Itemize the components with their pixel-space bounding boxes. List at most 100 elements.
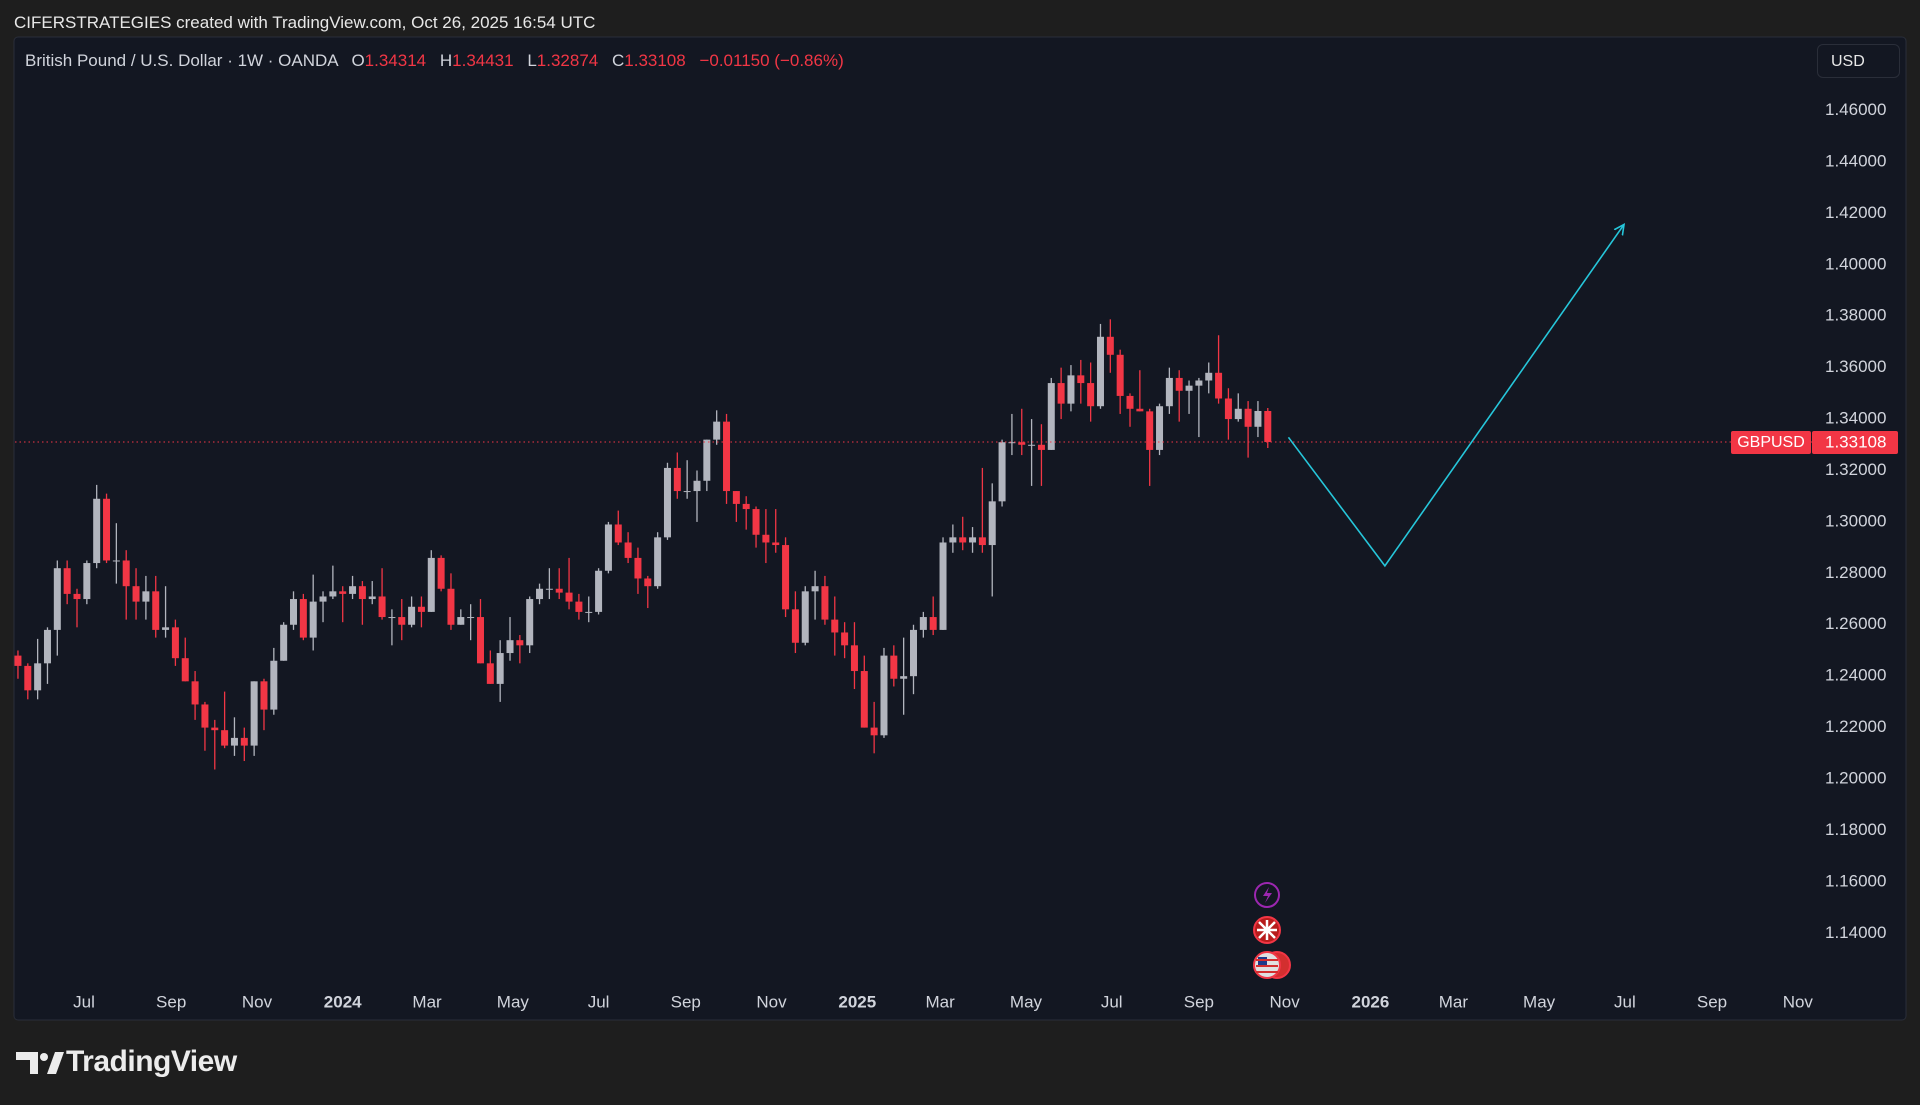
- candle-body: [122, 560, 130, 587]
- candle-body: [408, 606, 416, 625]
- candle-body: [949, 537, 957, 543]
- ticker-tag: [1731, 431, 1811, 455]
- candle-body: [299, 599, 307, 638]
- candle-body: [545, 588, 553, 590]
- y-tick-label: 1.26000: [1825, 614, 1886, 633]
- candle-body: [398, 617, 406, 625]
- candle-body: [860, 671, 868, 728]
- x-tick-label: Sep: [1697, 992, 1727, 1011]
- event-icons: [1253, 882, 1291, 979]
- ticker-label: GBPUSD: [1737, 434, 1805, 451]
- x-tick-label: 2025: [838, 992, 876, 1011]
- y-tick-label: 1.18000: [1825, 820, 1886, 839]
- x-tick-label: 2026: [1352, 992, 1390, 1011]
- candle-body: [821, 586, 829, 620]
- candle-body: [841, 632, 849, 646]
- candle-body: [634, 557, 642, 579]
- x-tick-label: Jul: [1614, 992, 1636, 1011]
- x-tick-label: Sep: [671, 992, 701, 1011]
- x-tick-label: Sep: [1184, 992, 1214, 1011]
- candle-body: [703, 439, 711, 481]
- candle-body: [624, 542, 632, 558]
- x-tick-label: 2024: [324, 992, 362, 1011]
- candle-body: [34, 663, 42, 691]
- candle-body: [191, 681, 199, 705]
- candle-body: [1087, 383, 1095, 407]
- candle-body: [506, 640, 514, 654]
- y-tick-label: 1.20000: [1825, 769, 1886, 788]
- candle-body: [772, 542, 780, 546]
- candle-body: [280, 624, 288, 661]
- y-tick-label: 1.34000: [1825, 409, 1886, 428]
- candle-body: [801, 591, 809, 643]
- candle-body: [1077, 375, 1085, 384]
- candle-body: [63, 568, 71, 594]
- ohlc-value: 1.33108: [624, 51, 686, 70]
- y-tick-label: 1.46000: [1825, 100, 1886, 119]
- candle-body: [614, 524, 622, 543]
- candle-body: [742, 503, 750, 510]
- candle-body: [103, 498, 111, 561]
- candle-body: [14, 655, 22, 666]
- candle-body: [1057, 383, 1065, 404]
- ohlc-letter: H: [439, 51, 453, 70]
- candle-body: [230, 737, 238, 746]
- candle-body: [959, 537, 967, 543]
- candle-body: [663, 467, 671, 538]
- candle-body: [1224, 398, 1232, 420]
- symbol: British Pound / U.S. Dollar · 1W · OANDA: [25, 51, 338, 70]
- candle-body: [496, 653, 504, 684]
- candle-body: [162, 627, 170, 630]
- candle-body: [575, 601, 583, 612]
- candle-body: [693, 480, 701, 492]
- candle-body: [447, 588, 455, 625]
- candle-body: [1215, 372, 1223, 399]
- currency-button[interactable]: USD: [1817, 44, 1900, 78]
- candle-body: [850, 645, 858, 672]
- candle-body: [1037, 444, 1045, 450]
- x-tick-label: Nov: [242, 992, 273, 1011]
- x-tick-label: May: [497, 992, 530, 1011]
- candle-body: [142, 591, 150, 602]
- candle-body: [1264, 410, 1272, 443]
- candle-body: [516, 640, 524, 646]
- candle-body: [1146, 411, 1154, 450]
- candle-body: [93, 498, 101, 564]
- candle-body: [880, 655, 888, 736]
- candle-body: [290, 599, 298, 625]
- candle-body: [388, 617, 396, 619]
- candle-body: [1244, 408, 1252, 427]
- x-tick-label: Mar: [1439, 992, 1469, 1011]
- y-tick-label: 1.24000: [1825, 666, 1886, 685]
- candle-body: [762, 534, 770, 543]
- candle-body: [1254, 410, 1262, 427]
- candle-body: [329, 591, 337, 597]
- candle-body: [1136, 408, 1144, 412]
- ohlc-value: 1.32874: [536, 51, 599, 70]
- candle-body: [309, 601, 317, 638]
- candle-body: [831, 619, 839, 633]
- candle-body: [919, 617, 927, 630]
- y-tick-label: 1.32000: [1825, 460, 1886, 479]
- candle-body: [732, 491, 740, 504]
- candle-body: [890, 655, 898, 679]
- candle-body: [486, 663, 494, 684]
- x-tick-label: May: [1010, 992, 1043, 1011]
- ohlc-letter: L: [527, 51, 537, 70]
- y-tick-label: 1.38000: [1825, 306, 1886, 325]
- candle-body: [240, 737, 248, 746]
- candle-body: [181, 658, 189, 682]
- y-tick-label: 1.44000: [1825, 151, 1886, 170]
- y-tick-label: 1.42000: [1825, 203, 1886, 222]
- candle-body: [211, 727, 219, 731]
- candle-body: [221, 730, 229, 746]
- x-tick-label: Jul: [73, 992, 95, 1011]
- x-tick-label: Nov: [756, 992, 787, 1011]
- candle-body: [1185, 385, 1193, 391]
- candle-body: [526, 599, 534, 646]
- candle-body: [368, 596, 376, 600]
- candle-body: [171, 627, 179, 659]
- x-tick-label: Jul: [588, 992, 610, 1011]
- caption: CIFERSTRATEGIES created with TradingView…: [14, 13, 596, 32]
